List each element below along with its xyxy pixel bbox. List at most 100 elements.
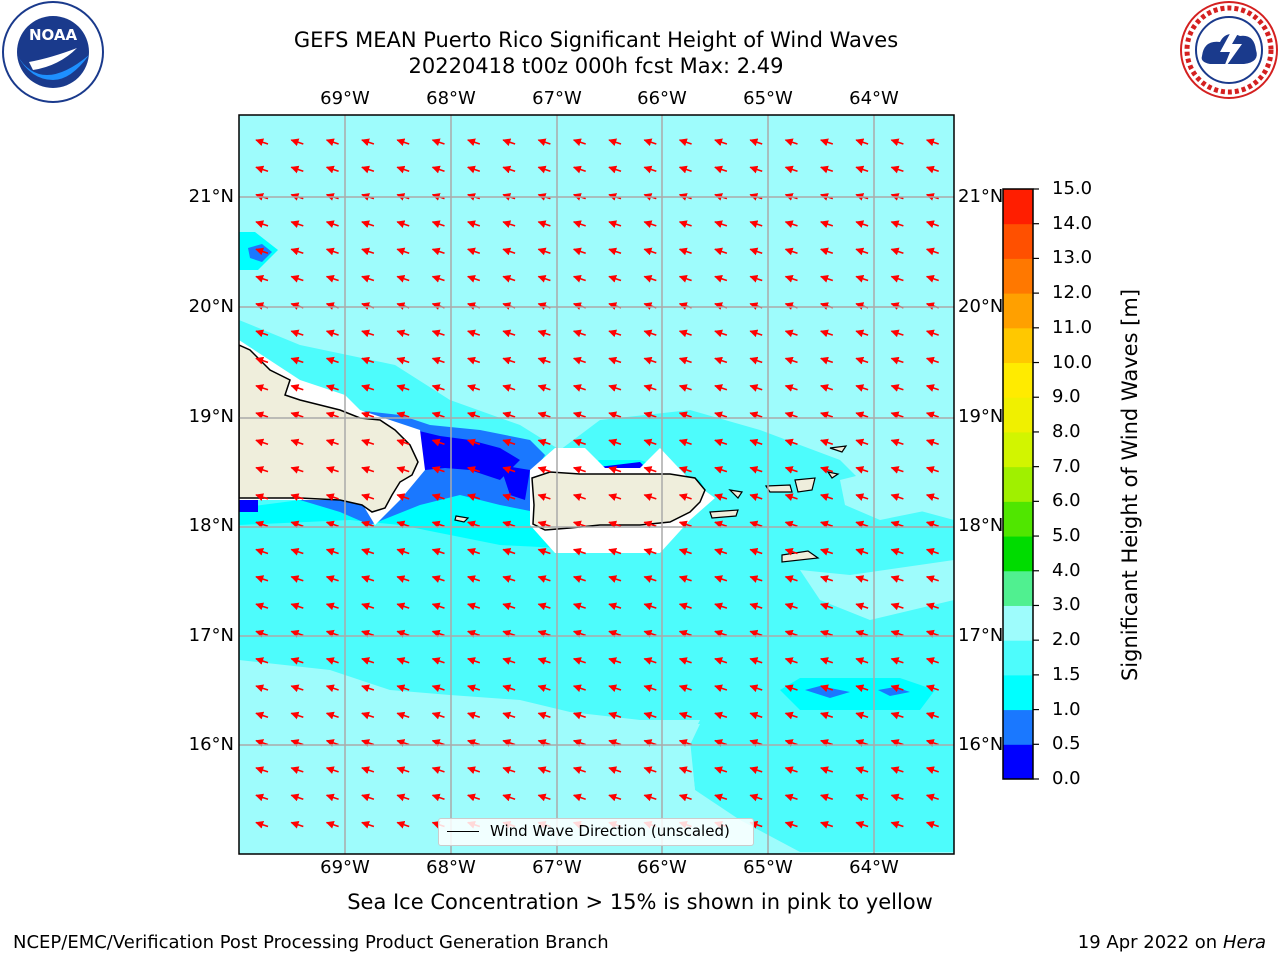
wind-wave-arrow bbox=[290, 575, 304, 583]
wind-wave-arrow bbox=[749, 438, 763, 447]
wind-wave-arrow bbox=[890, 220, 904, 228]
chart-title: GEFS MEAN Puerto Rico Significant Height… bbox=[293, 28, 899, 52]
wind-wave-arrow bbox=[678, 411, 692, 420]
wind-wave-arrow bbox=[537, 547, 551, 556]
wind-wave-arrow bbox=[502, 547, 516, 556]
wind-wave-arrow bbox=[643, 739, 657, 747]
wind-wave-arrow bbox=[361, 684, 375, 693]
lat-tick-left-21n: 21°N bbox=[188, 186, 234, 207]
colorbar-swatch-0.5-1 bbox=[1003, 709, 1033, 745]
wind-wave-arrow bbox=[678, 684, 692, 693]
wind-wave-arrow bbox=[255, 438, 269, 447]
colorbar-swatch-14-15 bbox=[1003, 189, 1033, 225]
wind-wave-arrow bbox=[749, 602, 763, 611]
wind-wave-arrow bbox=[537, 438, 551, 447]
wind-wave-arrow bbox=[925, 520, 939, 529]
wind-wave-arrow bbox=[820, 629, 834, 638]
wind-wave-arrow bbox=[925, 793, 939, 802]
wind-wave-arrow bbox=[749, 739, 763, 747]
wind-wave-arrow bbox=[502, 793, 516, 802]
footer-date: 19 Apr 2022 on Hera bbox=[1078, 932, 1266, 953]
wind-wave-arrow bbox=[925, 356, 939, 365]
wind-wave-arrow bbox=[855, 575, 869, 583]
wind-wave-arrow bbox=[255, 711, 269, 720]
wind-wave-arrow bbox=[855, 274, 869, 283]
wind-wave-arrow bbox=[431, 493, 445, 501]
wind-wave-arrow bbox=[820, 356, 834, 365]
wind-wave-arrow bbox=[396, 329, 410, 338]
wind-wave-arrow bbox=[537, 657, 551, 665]
lat-tick-left-19n: 19°N bbox=[188, 406, 234, 427]
colorbar-swatch-11-12 bbox=[1003, 293, 1033, 329]
wind-wave-arrow bbox=[890, 466, 904, 474]
colorbar-tick-label: 14.0 bbox=[1052, 212, 1093, 234]
wind-wave-arrow bbox=[855, 602, 869, 611]
colorbar-tick-label: 5.0 bbox=[1052, 525, 1081, 547]
wind-wave-arrow bbox=[784, 711, 798, 720]
wind-wave-arrow bbox=[290, 493, 304, 501]
lon-tick-top-68w: 68°W bbox=[426, 88, 476, 109]
wind-wave-arrow bbox=[361, 629, 375, 638]
wind-wave-arrow bbox=[361, 329, 375, 338]
wind-wave-arrow bbox=[431, 356, 445, 365]
wind-wave-arrow bbox=[608, 438, 622, 447]
wind-wave-arrow bbox=[325, 793, 339, 802]
wind-wave-arrow bbox=[502, 356, 516, 365]
wind-wave-arrow bbox=[255, 274, 269, 283]
wind-wave-arrow bbox=[290, 220, 304, 228]
wind-wave-arrow bbox=[325, 247, 339, 256]
wind-wave-arrow bbox=[431, 547, 445, 556]
wind-wave-arrow bbox=[502, 766, 516, 774]
wind-wave-arrow bbox=[502, 138, 516, 147]
wind-wave-arrow bbox=[714, 384, 728, 392]
wind-wave-arrow bbox=[925, 165, 939, 174]
wind-wave-arrow bbox=[290, 138, 304, 147]
colorbar-tick-label: 0.5 bbox=[1052, 733, 1081, 755]
wind-wave-arrow bbox=[925, 766, 939, 774]
wind-wave-arrow bbox=[678, 575, 692, 583]
wind-wave-arrow bbox=[290, 384, 304, 392]
wind-wave-arrow bbox=[396, 820, 410, 829]
wind-wave-arrow bbox=[572, 547, 586, 556]
wind-wave-arrow bbox=[537, 138, 551, 147]
wind-wave-arrow bbox=[255, 766, 269, 774]
wind-wave-arrow bbox=[608, 602, 622, 611]
wind-wave-arrow bbox=[502, 684, 516, 693]
wind-wave-arrow bbox=[467, 165, 481, 174]
wind-wave-arrow bbox=[431, 793, 445, 802]
wind-wave-arrow bbox=[255, 820, 269, 829]
wind-wave-arrow bbox=[784, 466, 798, 474]
wind-wave-arrow bbox=[255, 411, 269, 420]
wind-wave-arrow bbox=[749, 493, 763, 501]
wind-wave-arrow bbox=[855, 629, 869, 638]
wind-wave-arrow bbox=[643, 220, 657, 228]
wind-wave-arrow bbox=[431, 438, 445, 447]
wind-wave-arrow bbox=[431, 165, 445, 174]
wind-wave-arrow bbox=[502, 274, 516, 283]
wind-wave-arrow bbox=[784, 602, 798, 611]
wind-wave-arrow bbox=[290, 520, 304, 529]
wind-wave-arrow bbox=[890, 520, 904, 529]
wind-wave-arrow bbox=[572, 274, 586, 283]
wind-wave-arrow bbox=[855, 547, 869, 556]
wind-wave-arrow bbox=[925, 411, 939, 420]
wind-wave-arrow bbox=[467, 739, 481, 747]
wind-wave-arrow bbox=[925, 138, 939, 147]
wind-wave-arrow bbox=[643, 766, 657, 774]
wind-wave-arrow bbox=[749, 411, 763, 420]
wind-wave-arrow bbox=[608, 356, 622, 365]
wind-wave-arrow bbox=[643, 711, 657, 720]
wind-wave-direction-arrows bbox=[255, 138, 939, 829]
wind-wave-arrow bbox=[431, 520, 445, 529]
wind-wave-arrow bbox=[431, 629, 445, 638]
wind-wave-arrow bbox=[325, 411, 339, 420]
wind-wave-arrow bbox=[431, 739, 445, 747]
wind-wave-arrow bbox=[361, 547, 375, 556]
wind-wave-arrow bbox=[255, 247, 269, 256]
wind-wave-arrow bbox=[255, 520, 269, 529]
wind-wave-arrow bbox=[925, 384, 939, 392]
wind-wave-arrow bbox=[784, 138, 798, 147]
wave-field-2-3m-south bbox=[239, 665, 780, 852]
wind-wave-arrow bbox=[572, 739, 586, 747]
wind-wave-arrow bbox=[925, 274, 939, 283]
